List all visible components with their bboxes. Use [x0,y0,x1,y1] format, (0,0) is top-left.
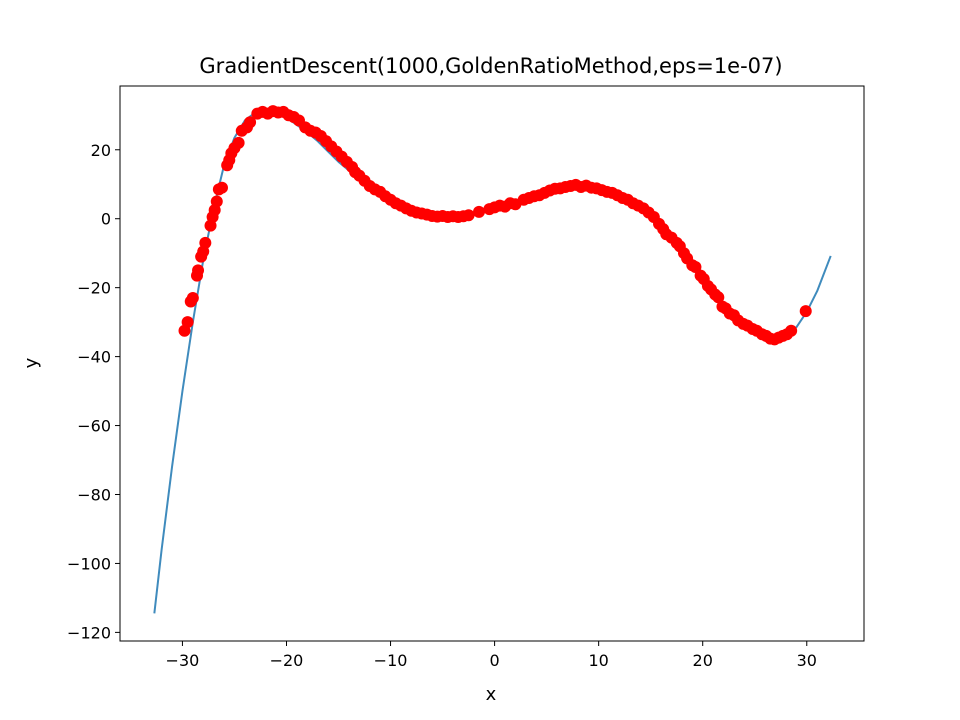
scatter-point [785,324,798,337]
y-tick-label: −120 [67,623,111,642]
x-tick-label: 0 [490,651,500,670]
scatter-point [472,205,485,218]
plot-frame [119,85,865,642]
scatter-point [181,316,194,329]
y-tick-label: 20 [91,141,111,160]
scatter-point [215,181,228,194]
y-axis-label: y [21,357,42,368]
y-tick-label: −60 [77,417,111,436]
x-tick-label: −30 [166,651,200,670]
y-tick-label: −20 [77,279,111,298]
scatter-point [462,209,475,222]
chart-title: GradientDescent(1000,GoldenRatioMethod,e… [199,54,782,78]
scatter-point [799,305,812,318]
x-tick-label: 30 [797,651,817,670]
scatter-point [232,136,245,149]
scatter-point [689,260,702,273]
scatter-point [210,195,223,208]
y-tick-label: −100 [67,554,111,573]
y-tick-label: 0 [101,210,111,229]
x-tick-label: 20 [693,651,713,670]
scatter-point [192,264,205,277]
x-tick-label: 10 [588,651,608,670]
scatter-point [712,291,725,304]
x-tick-label: −20 [270,651,304,670]
y-axis: −120 −100 −80 −60 −40 −20 0 20 [67,141,120,642]
x-axis: −30 −20 −10 0 10 20 30 [166,641,817,670]
y-tick-label: −40 [77,348,111,367]
plot-area [153,105,832,614]
scatter-point [186,292,199,304]
scatter-point [199,236,212,249]
y-tick-label: −80 [77,485,111,504]
x-tick-label: −10 [374,651,408,670]
x-axis-label: x [486,684,497,705]
scatter-point [244,116,257,129]
